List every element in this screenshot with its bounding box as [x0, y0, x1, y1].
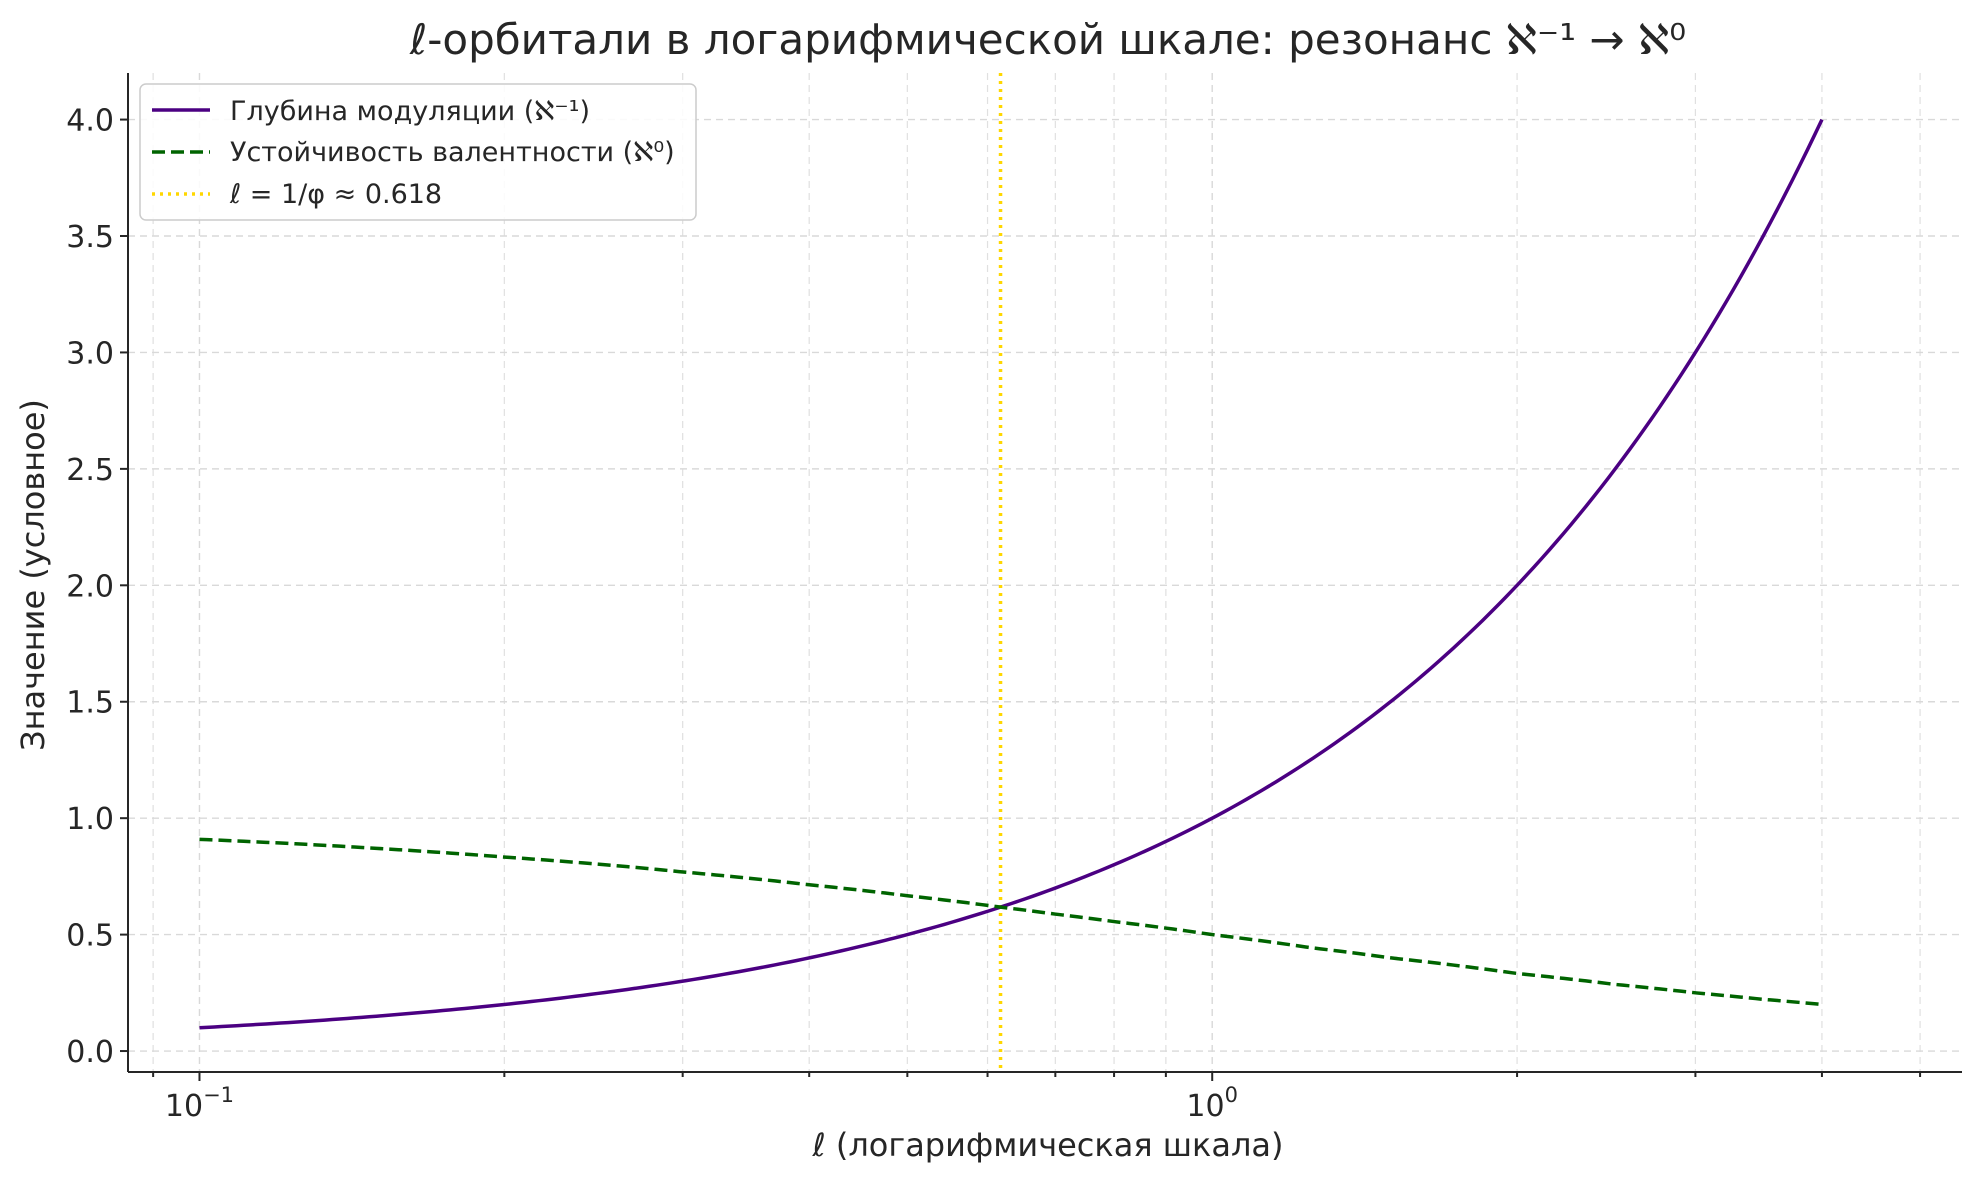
axes [120, 73, 1962, 1081]
legend: Глубина модуляции (ℵ⁻¹) Устойчивость вал… [139, 83, 697, 221]
x-tick-label: 100 [1186, 1083, 1238, 1124]
y-axis-label: Значение (условное) [14, 399, 52, 751]
x-tick-label: 10−1 [165, 1083, 234, 1124]
legend-label-valence: Устойчивость валентности (ℵ⁰) [230, 137, 675, 168]
legend-label-reference: ℓ = 1/φ ≈ 0.618 [229, 179, 442, 210]
y-tick-label: 4.0 [66, 104, 114, 139]
series-line-modulation [199, 118, 1824, 1030]
y-tick-label: 0.0 [66, 1035, 114, 1070]
legend-label-modulation: Глубина модуляции (ℵ⁻¹) [230, 96, 590, 127]
y-tick-label: 1.0 [66, 802, 114, 837]
chart-title: ℓ-орбитали в логарифмической шкале: резо… [409, 15, 1686, 64]
grid [128, 73, 1962, 1072]
y-tick-label: 3.0 [66, 336, 114, 371]
y-tick-label: 0.5 [66, 919, 114, 954]
tick-labels: 0.0 0.5 1.0 1.5 2.0 2.5 3.0 3.5 4.0 10−1 100 [66, 104, 1238, 1124]
y-tick-label: 2.0 [66, 569, 114, 604]
y-tick-label: 1.5 [66, 686, 114, 721]
y-tick-label: 2.5 [66, 453, 114, 488]
series-line-valence [199, 837, 1823, 1007]
y-tick-label: 3.5 [66, 220, 114, 255]
legend-box [139, 83, 697, 221]
series-layer [199, 118, 1824, 1030]
x-axis-label: ℓ (логарифмическая шкала) [811, 1126, 1283, 1164]
